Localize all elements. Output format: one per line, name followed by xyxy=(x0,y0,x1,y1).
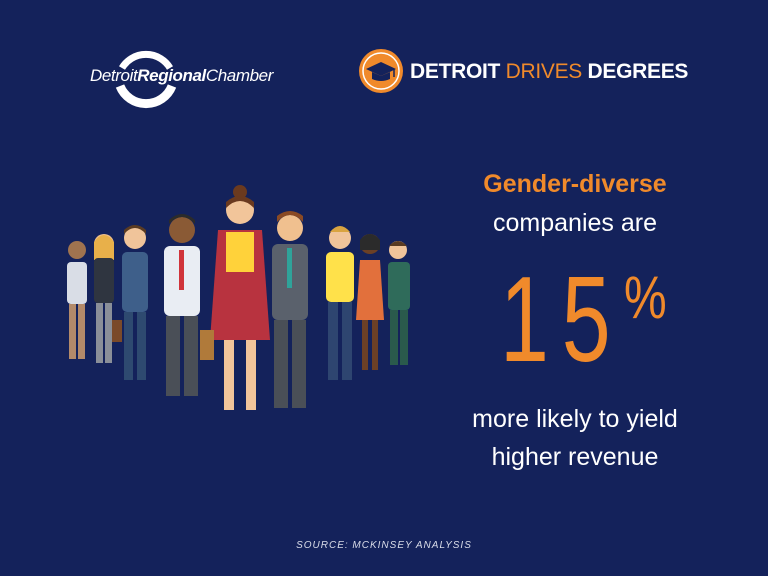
stat-number: 15 xyxy=(500,251,624,387)
source-note: SOURCE: MCKINSEY ANALYSIS xyxy=(296,540,472,551)
detroit-regional-chamber-logo: DetroitRegionalChamber xyxy=(90,46,330,110)
chamber-wordmark: DetroitRegionalChamber xyxy=(90,66,273,86)
stat-subheading: companies are xyxy=(493,209,657,237)
chamber-word-detroit: Detroit xyxy=(90,66,138,85)
stat-heading: Gender-diverse xyxy=(483,170,667,198)
person-illustration xyxy=(388,241,410,365)
person-illustration xyxy=(356,234,384,370)
degrees-word-detroit: DETROIT xyxy=(410,60,506,83)
graduation-cap-icon xyxy=(359,49,403,93)
degrees-word-drives: DRIVES xyxy=(505,60,583,83)
stat-description-line-1: more likely to yield xyxy=(472,405,678,433)
person-illustration xyxy=(164,214,200,396)
chamber-word-chamber: Chamber xyxy=(205,66,274,85)
chamber-word-regional: Regional xyxy=(137,66,206,85)
degrees-wordmark: DETROIT DRIVES DEGREES xyxy=(410,60,688,84)
person-illustration xyxy=(94,234,114,363)
stat-description-line-2: higher revenue xyxy=(491,443,659,471)
person-illustration xyxy=(272,211,308,408)
detroit-drives-degrees-logo: DETROIT DRIVES DEGREES xyxy=(358,48,688,98)
stat-description: more likely to yield higher revenue xyxy=(420,400,730,476)
chamber-ring-icon xyxy=(115,50,177,109)
person-illustration xyxy=(326,226,354,380)
degrees-word-degrees: DEGREES xyxy=(582,60,689,83)
diverse-workforce-illustration xyxy=(67,185,410,410)
person-illustration xyxy=(112,225,148,380)
person-illustration xyxy=(67,241,87,359)
person-illustration xyxy=(200,185,270,410)
stat-percent-sign: % xyxy=(624,264,667,331)
